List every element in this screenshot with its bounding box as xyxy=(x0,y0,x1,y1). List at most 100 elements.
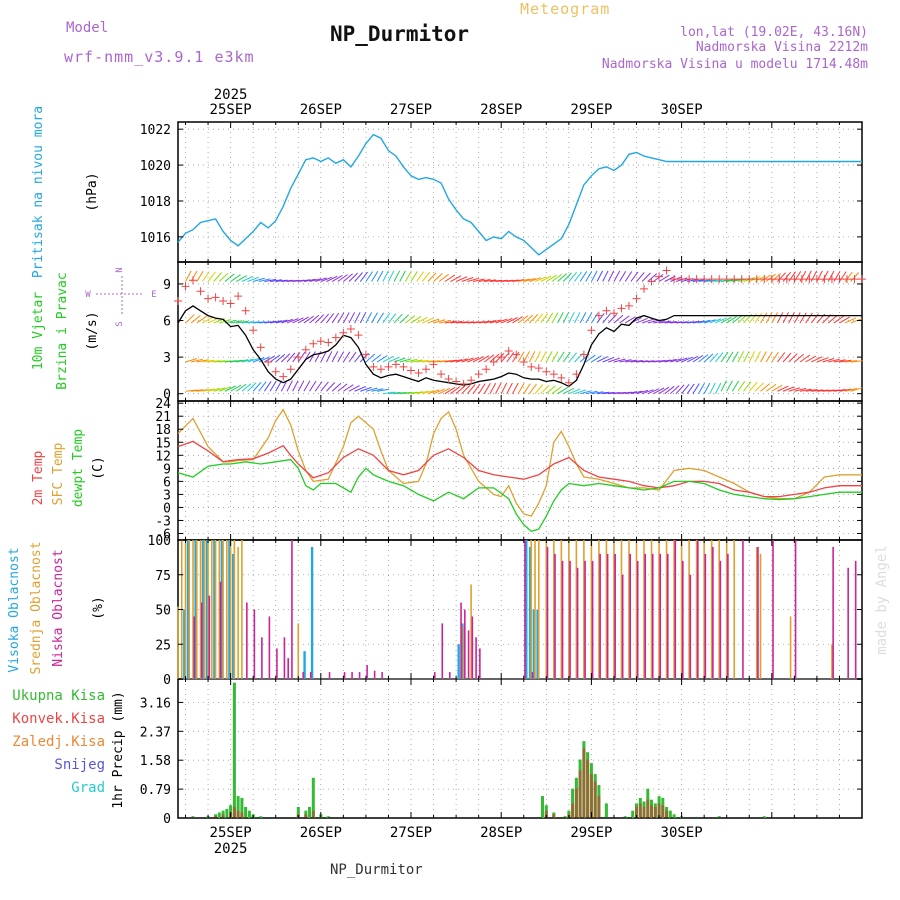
gust-marker xyxy=(730,275,739,284)
precip-bar-total xyxy=(762,816,766,818)
wind-arrow xyxy=(687,320,700,324)
ytick-label: 21 xyxy=(155,410,171,425)
wind-arrow xyxy=(196,389,209,392)
wind-arrow xyxy=(326,382,336,392)
wind-arrow xyxy=(748,381,758,392)
gust-marker xyxy=(624,301,633,310)
wind-arrow xyxy=(669,385,680,395)
compass-e: E xyxy=(151,290,156,300)
wind-arrow xyxy=(692,354,704,363)
wind-arrow xyxy=(348,272,358,282)
panel-frame-pressure xyxy=(177,121,863,263)
wind-arrow xyxy=(799,270,807,282)
wind-arrow xyxy=(405,391,418,395)
gust-marker xyxy=(444,375,453,384)
wind-arrow xyxy=(315,277,327,282)
meteogram-label: Meteogram xyxy=(520,0,611,18)
ytick-label: 3 xyxy=(163,351,171,366)
wind-arrow xyxy=(607,314,618,324)
wind-arrow xyxy=(478,320,491,324)
wind-arrow xyxy=(523,314,534,324)
gust-marker xyxy=(339,328,348,337)
gust-marker xyxy=(316,337,325,346)
wind-arrow xyxy=(376,355,388,363)
wind-arrow xyxy=(495,318,508,324)
wind-arrow xyxy=(771,351,779,363)
gust-marker xyxy=(692,275,701,284)
precip-axis-unit: 1hr Precip (mm) xyxy=(111,691,126,808)
dewpt-axis-title: dewpt Temp xyxy=(71,429,86,507)
wind-arrow xyxy=(388,313,397,324)
wind-arrow xyxy=(252,357,265,363)
wind-arrow xyxy=(314,381,323,392)
wind-arrow xyxy=(258,278,271,282)
wind-arrow xyxy=(585,354,596,363)
precip-bar-convective xyxy=(544,810,548,818)
wind-arrow xyxy=(495,382,502,394)
wind-arrow xyxy=(230,320,243,324)
page-title: NP_Durmitor xyxy=(330,22,470,46)
wind-arrow xyxy=(281,318,293,324)
wind-arrow xyxy=(303,380,311,392)
gust-marker xyxy=(452,377,461,386)
precip-bar-convective xyxy=(552,814,556,818)
wind-arrow xyxy=(816,357,829,363)
ytick-label: 24 xyxy=(155,397,171,412)
wind-arrow xyxy=(692,279,705,283)
wind-arrow xyxy=(551,386,562,395)
wind-arrow xyxy=(393,270,401,282)
gust-marker xyxy=(181,282,190,291)
wind-arrow xyxy=(371,354,382,363)
wind-arrow xyxy=(247,382,257,392)
precip-bar-convective xyxy=(304,814,308,818)
precip-bar-total xyxy=(571,788,575,818)
wind-arrow xyxy=(191,358,203,363)
wind-arrow xyxy=(619,315,630,324)
wind-arrow xyxy=(833,315,844,324)
wind-arrow xyxy=(551,273,562,282)
wind-arrow xyxy=(574,312,581,324)
wind-arrow xyxy=(207,271,216,282)
wind-arrow xyxy=(698,354,709,363)
precip-bar-convective xyxy=(646,799,650,818)
wind-arrow xyxy=(562,272,572,282)
wind-arrow xyxy=(523,383,531,394)
wind-arrow xyxy=(613,270,621,282)
gust-marker xyxy=(226,299,235,308)
wind-arrow xyxy=(236,320,249,324)
wind-arrow xyxy=(331,351,339,363)
wind-arrow xyxy=(377,388,390,392)
gust-marker xyxy=(609,309,618,318)
wind-arrow xyxy=(512,316,523,324)
wind-arrow xyxy=(760,351,767,363)
precip-bar-total xyxy=(308,807,311,818)
wind-arrow xyxy=(562,352,571,363)
precip-bar-convective xyxy=(593,781,597,818)
wind-arrow xyxy=(331,382,342,392)
precip-bar-convective xyxy=(240,812,244,818)
wind-arrow xyxy=(788,353,798,363)
gust-marker xyxy=(602,306,611,315)
bottom-day-label: 29SEP xyxy=(570,825,612,841)
wind-arrow xyxy=(529,314,539,324)
gust-marker xyxy=(219,297,228,306)
wind-arrow xyxy=(264,320,277,324)
wind-arrow xyxy=(540,351,547,363)
panel-frame-precip xyxy=(177,678,863,819)
wind-arrow xyxy=(399,314,409,324)
wind-arrow xyxy=(506,279,519,283)
wind-arrow xyxy=(810,270,818,282)
ytick-label: 75 xyxy=(155,569,171,584)
wind-arrow xyxy=(534,384,544,395)
wind-arrow xyxy=(241,275,254,282)
wind-arrow xyxy=(602,356,614,363)
ytick-label: -6 xyxy=(155,527,171,542)
ytick-label: 18 xyxy=(155,423,171,438)
gust-marker xyxy=(399,362,408,371)
gust-marker xyxy=(527,362,536,371)
bottom-day-label: 26SEP xyxy=(300,825,342,841)
wind-arrow xyxy=(506,352,515,363)
wind-arrow xyxy=(371,312,378,324)
wind-arrow xyxy=(776,312,784,324)
wind-arrow xyxy=(495,353,505,363)
